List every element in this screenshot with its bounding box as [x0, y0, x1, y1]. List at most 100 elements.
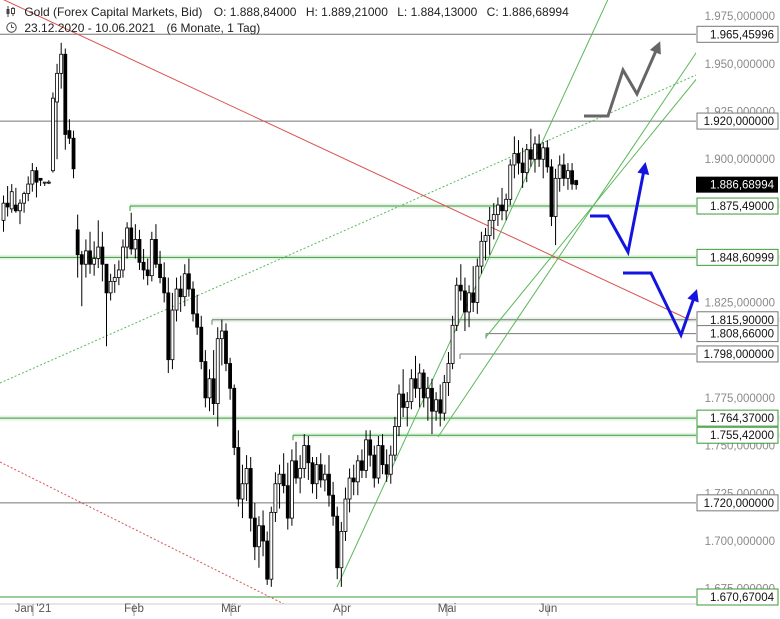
- candle-body: [232, 387, 237, 448]
- candle-body: [413, 378, 418, 389]
- candle-body: [528, 149, 533, 160]
- candle-body: [533, 143, 537, 160]
- level-label-box: [696, 197, 779, 215]
- last-price-box: [696, 176, 778, 193]
- y-axis: 1.975,0000001.950,0000001.925,0000001.90…: [696, 11, 779, 606]
- y-tick-label: 1.950,000000: [705, 59, 775, 71]
- candle-body: [471, 292, 476, 303]
- candle-body: [112, 277, 117, 282]
- candle-body: [388, 454, 393, 475]
- candle-body: [500, 204, 504, 212]
- level-label: 1.920,000000: [704, 116, 774, 128]
- candle-body: [294, 460, 298, 479]
- level-label: 1.875,49000: [710, 201, 774, 213]
- candle-body: [59, 53, 64, 74]
- y-tick-label: 1.700,000000: [705, 536, 775, 548]
- candle-body: [9, 191, 14, 210]
- arrow-head: [687, 289, 699, 303]
- period-label: (6 Monate, 1 Tag): [166, 21, 261, 35]
- candle-body: [195, 313, 200, 328]
- level-label: 1.720,000000: [704, 498, 774, 510]
- candle-body: [331, 494, 336, 517]
- support-bands: [0, 203, 780, 438]
- candle-body: [479, 240, 484, 267]
- candle-body: [215, 338, 220, 404]
- candle-body: [273, 483, 278, 513]
- chart-header: Gold (Forex Capital Markets, Bid) O: 1.8…: [6, 5, 575, 19]
- candle-body: [174, 288, 179, 311]
- candle-body: [84, 250, 88, 265]
- candle-body: [310, 462, 315, 485]
- level-label: 1.848,60999: [710, 252, 774, 264]
- level-label-box: [696, 588, 779, 606]
- candle-body: [405, 401, 410, 408]
- candle-body: [302, 445, 307, 469]
- candle-body: [228, 363, 233, 389]
- candle-body: [566, 170, 570, 179]
- y-tick-label: 1.825,000000: [705, 297, 775, 309]
- candle-body: [100, 246, 105, 265]
- candle-body: [71, 137, 76, 170]
- candle-body: [265, 540, 270, 580]
- candle-body: [75, 229, 80, 256]
- candle-body: [401, 393, 406, 408]
- candle-body: [96, 246, 101, 259]
- candle-body: [224, 330, 228, 364]
- candle-body: [483, 235, 488, 242]
- candle-body: [26, 183, 31, 195]
- candle-body: [475, 265, 480, 303]
- projection-arrow-grey: [584, 43, 661, 118]
- candle-body: [149, 239, 154, 277]
- candle-body: [18, 202, 22, 212]
- horizontal-levels: [0, 33, 696, 598]
- candle-body: [561, 164, 566, 179]
- candle-body: [104, 263, 109, 294]
- candle-body: [520, 162, 525, 174]
- level-label-box: [696, 494, 779, 512]
- candle-body: [425, 387, 430, 399]
- month-label: Jun: [539, 603, 558, 615]
- candle-body: [516, 153, 521, 164]
- candle-body: [137, 239, 142, 263]
- x-axis: Jan '21 Feb Mär Apr Mai Jun: [0, 603, 696, 616]
- candle-body: [454, 284, 459, 326]
- candle-body: [392, 426, 397, 456]
- candle-body: [368, 439, 373, 456]
- candle-body: [63, 53, 68, 135]
- candle-body: [289, 460, 294, 519]
- candle-body: [322, 473, 327, 481]
- candle-body: [553, 177, 558, 217]
- candle-body: [467, 292, 471, 313]
- clock-icon: [6, 22, 17, 33]
- arrow-head: [637, 162, 650, 175]
- candle-body: [347, 477, 352, 500]
- candle-body: [277, 473, 282, 485]
- candle-body: [199, 326, 204, 362]
- chart-period: 23.12.2020 - 10.06.2021 (6 Monate, 1 Tag…: [6, 21, 260, 35]
- trendlines: [0, 0, 696, 604]
- rising-trend-mid: [437, 0, 696, 438]
- y-tick-label: 1.975,000000: [705, 11, 775, 23]
- level-label-box: [696, 248, 779, 266]
- candle-body: [162, 277, 167, 294]
- arrow-head: [649, 41, 661, 55]
- projection-arrows: [584, 41, 699, 339]
- candle-body: [55, 72, 59, 103]
- candle-body: [491, 214, 496, 221]
- rising-dotted-line: [0, 74, 696, 384]
- candle-body: [327, 473, 331, 496]
- candle-body: [129, 227, 134, 250]
- level-label: 1.965,45996: [710, 29, 774, 41]
- candle-body: [524, 149, 529, 174]
- month-label: Feb: [124, 603, 144, 615]
- falling-resistance-line: [0, 0, 691, 321]
- candle-body: [339, 531, 344, 569]
- candle-body: [88, 250, 92, 265]
- candle-body: [446, 363, 451, 383]
- level-label-box: [696, 112, 779, 130]
- candle-body: [421, 372, 426, 399]
- y-tick-label: 1.900,000000: [705, 154, 775, 166]
- candle-body: [252, 517, 257, 548]
- candle-body: [121, 246, 125, 271]
